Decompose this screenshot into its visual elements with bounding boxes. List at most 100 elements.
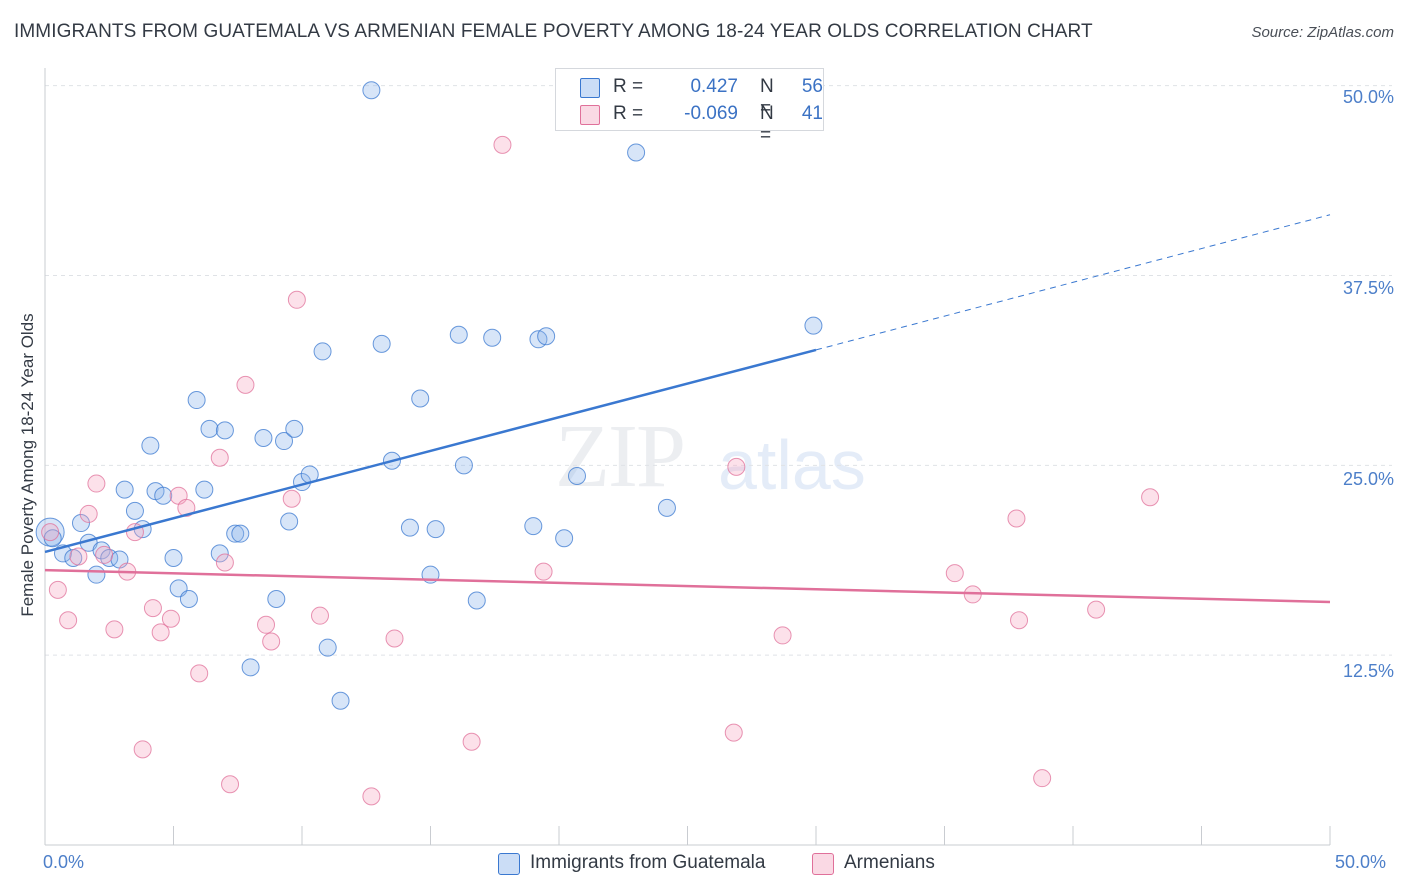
data-point-guatemala <box>115 480 134 499</box>
data-point-armenian <box>385 629 404 648</box>
data-point-guatemala <box>195 480 214 499</box>
data-point-armenian <box>282 489 301 508</box>
data-point-armenian <box>727 457 746 476</box>
data-point-armenian <box>1033 769 1052 788</box>
trend-extension-guatemala <box>815 214 1331 351</box>
watermark-zip: ZIP <box>555 407 686 506</box>
data-point-guatemala <box>187 391 206 410</box>
pink-swatch <box>812 853 834 875</box>
data-point-armenian <box>493 135 512 154</box>
chart-title: IMMIGRANTS FROM GUATEMALA VS ARMENIAN FE… <box>14 21 1093 42</box>
data-point-guatemala <box>362 81 381 100</box>
data-point-guatemala <box>164 548 183 567</box>
data-point-armenian <box>210 448 229 467</box>
y-tick-label: 37.5% <box>1342 278 1394 298</box>
data-point-armenian <box>133 740 152 759</box>
pink-swatch <box>580 105 600 125</box>
y-tick-label: 50.0% <box>1342 87 1394 107</box>
data-point-armenian <box>724 723 743 742</box>
data-point-armenian <box>177 498 196 517</box>
data-point-armenian <box>221 775 240 794</box>
data-point-armenian <box>945 564 964 583</box>
data-point-guatemala <box>200 419 219 438</box>
data-point-armenian <box>534 562 553 581</box>
n-label: N = <box>760 103 774 146</box>
data-point-guatemala <box>154 486 173 505</box>
trend-line-guatemala <box>44 348 817 554</box>
data-point-guatemala <box>627 143 646 162</box>
data-point-guatemala <box>267 589 286 608</box>
r-label: R = <box>613 76 644 97</box>
legend-label: Immigrants from Guatemala <box>530 852 766 873</box>
data-point-armenian <box>1007 509 1026 528</box>
data-point-armenian <box>143 599 162 618</box>
data-point-armenian <box>1141 488 1160 507</box>
data-point-armenian <box>59 611 78 630</box>
data-point-guatemala <box>454 456 473 475</box>
data-point-guatemala <box>275 432 294 451</box>
data-point-guatemala <box>318 638 337 657</box>
data-point-armenian <box>87 474 106 493</box>
data-point-guatemala <box>87 565 106 584</box>
data-point-guatemala <box>254 428 273 447</box>
data-point-armenian <box>262 632 281 651</box>
data-point-guatemala <box>280 512 299 531</box>
data-point-armenian <box>79 504 98 523</box>
data-point-armenian <box>310 606 329 625</box>
data-point-guatemala <box>467 591 486 610</box>
data-point-guatemala <box>285 419 304 438</box>
r-label: R = <box>613 103 644 124</box>
data-point-armenian <box>48 580 67 599</box>
data-point-guatemala <box>226 524 245 543</box>
n-value: 41 <box>801 103 823 124</box>
data-point-guatemala <box>141 436 160 455</box>
trend-line-armenian <box>44 568 1331 604</box>
data-point-guatemala <box>483 328 502 347</box>
blue-swatch <box>580 78 600 98</box>
data-point-armenian <box>257 615 276 634</box>
data-point-armenian <box>1010 611 1029 630</box>
data-point-guatemala <box>524 517 543 536</box>
blue-swatch <box>498 853 520 875</box>
x-tick-label: 50.0% <box>1335 852 1387 872</box>
data-point-guatemala <box>804 316 823 335</box>
data-point-guatemala <box>313 342 332 361</box>
data-point-guatemala <box>555 529 574 548</box>
data-point-armenian <box>773 626 792 645</box>
data-point-armenian <box>105 620 124 639</box>
n-label: N = <box>760 76 774 119</box>
data-point-guatemala <box>426 520 445 539</box>
data-point-guatemala <box>215 421 234 440</box>
data-point-guatemala <box>71 514 90 533</box>
y-tick-label: 12.5% <box>1342 661 1394 681</box>
data-point-armenian <box>287 290 306 309</box>
data-point-guatemala <box>657 498 676 517</box>
data-point-guatemala <box>231 524 250 543</box>
n-value: 56 <box>801 76 823 97</box>
y-tick-label: 25.0% <box>1342 469 1394 489</box>
data-point-armenian <box>69 547 88 566</box>
data-point-guatemala <box>125 501 144 520</box>
data-point-guatemala <box>331 691 350 710</box>
data-point-guatemala <box>179 589 198 608</box>
data-point-guatemala <box>372 334 391 353</box>
r-value: 0.427 <box>690 76 738 97</box>
data-point-guatemala <box>210 544 229 563</box>
data-point-armenian <box>151 623 170 642</box>
data-point-guatemala <box>449 325 468 344</box>
data-point-armenian <box>1087 600 1106 619</box>
data-point-guatemala <box>400 518 419 537</box>
legend-label: Armenians <box>844 852 935 873</box>
chart-source[interactable]: Source: ZipAtlas.com <box>1251 24 1394 41</box>
data-point-armenian <box>362 787 381 806</box>
data-point-armenian <box>236 375 255 394</box>
data-point-guatemala <box>567 466 586 485</box>
data-point-armenian <box>462 732 481 751</box>
data-point-armenian <box>95 545 114 564</box>
data-point-guatemala <box>241 658 260 677</box>
data-point-armenian <box>161 609 180 628</box>
data-point-armenian <box>190 664 209 683</box>
data-point-armenian <box>215 553 234 572</box>
data-point-guatemala <box>537 327 556 346</box>
